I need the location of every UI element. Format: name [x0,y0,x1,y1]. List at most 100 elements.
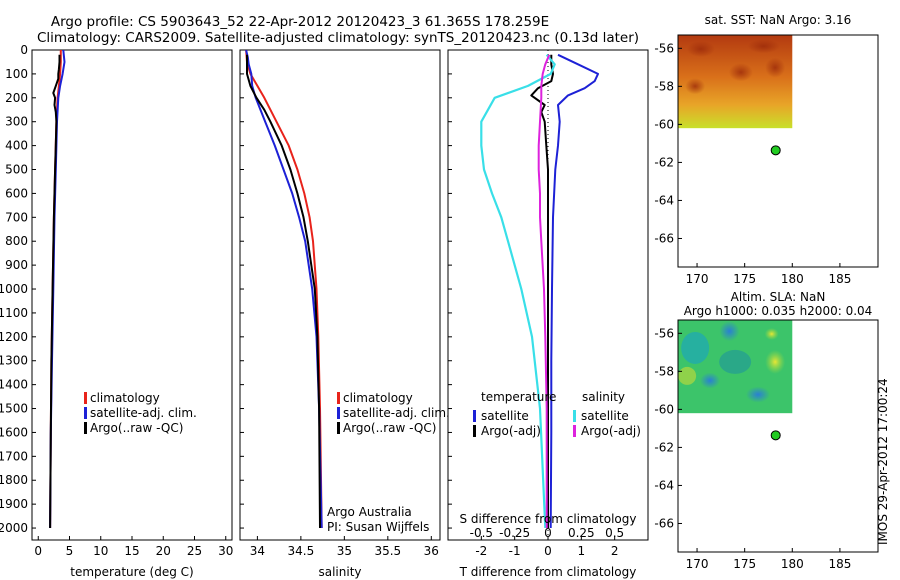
annotation-line1: Argo Australia [327,505,412,519]
legend-label: satellite-adj. clim. [90,406,197,420]
x-tick-label: 34 [250,544,265,558]
lat-tick-label: -64 [654,193,674,207]
depth-tick-label: 1700 [0,449,28,463]
temperature-axis-label: temperature (deg C) [70,565,193,579]
lon-tick-label: 175 [733,557,756,571]
x-tick-label: 36 [424,544,439,558]
sst_map-field-patch [686,40,715,57]
depth-tick-label: 2000 [0,521,28,535]
x-tick-label: 5 [66,544,74,558]
sst_map-field-patch [728,63,753,82]
legend-swatch [84,407,87,419]
legend-label: satellite [481,409,529,423]
sla_map-field-patch [700,372,720,389]
depth-tick-label: 1200 [0,330,28,344]
sla-map-title-line2: Argo h1000: 0.035 h2000: 0.04 [684,304,873,318]
x-tick-label: -1 [509,544,521,558]
t-argo-line [530,54,554,528]
depth-tick-label: 1100 [0,306,28,320]
lat-tick-label: -66 [654,516,674,530]
depth-tick-label: 1400 [0,378,28,392]
legend-label: satellite-adj. clim. [343,406,450,420]
sla_map-field-patch [719,349,752,374]
sla_map-field-patch [765,349,786,374]
salinity-panel: 34 34.5 35 35.5 36 salinity climatologysatelli… [239,49,450,579]
legend-title-temperature: temperature [481,390,556,404]
depth-tick-label: 1600 [0,425,28,439]
x-tick-label: 35 [337,544,352,558]
sla_map-field-patch [678,366,697,385]
lat-tick-label: -58 [654,364,674,378]
legend-swatch [84,422,87,434]
depth-tick-label: 500 [5,163,28,177]
temperature-frame [31,49,233,541]
lat-tick-label: -58 [654,79,674,93]
s-tick-label: -0.25 [499,526,530,540]
sla_map-field-patch [764,327,779,340]
lat-tick-label: -56 [654,41,674,55]
legend-label: climatology [90,391,160,405]
salinity-frame [239,49,441,541]
legend-swatch [84,392,87,404]
s-axis-label: S difference from climatology [460,512,637,526]
x-tick-label: 10 [93,544,108,558]
difference-panel: -2 -1 0 1 2 -0.5 -0.25 0 0.25 0.5S difference fro… [447,49,649,579]
depth-tick-label: 600 [5,186,28,200]
salinity-axis-label: salinity [318,565,361,579]
s-tick-label: 0.5 [605,526,624,540]
depth-tick-label: 400 [5,139,28,153]
x-tick-label: 35.5 [374,544,401,558]
lon-tick-label: 170 [686,272,709,286]
sla_map-field-patch [746,386,770,403]
depth-tick-label: 200 [5,91,28,105]
legend-swatch [337,422,340,434]
legend-swatch [473,410,476,422]
x-tick-label: 0 [544,544,552,558]
legend-swatch [473,425,476,437]
legend-swatch [337,407,340,419]
climatology-line [245,50,323,529]
legend-swatch [573,410,576,422]
t-satellite-line [549,53,599,529]
depth-tick-label: 700 [5,210,28,224]
x-tick-label: 25 [187,544,202,558]
argo-line [49,54,61,529]
sst_map-field-patch [747,39,780,54]
lat-tick-label: -60 [654,402,674,416]
sst_map-field-patch [685,78,706,95]
s-tick-label: -0.5 [470,526,493,540]
lon-tick-label: 180 [781,557,804,571]
s-tick-label: 0.25 [568,526,595,540]
title-line1: Argo profile: CS 5903643_52 22-Apr-2012 … [51,14,549,30]
s-argo-line [537,54,551,528]
legend-swatch [573,425,576,437]
title-line2: Climatology: CARS2009. Satellite-adjuste… [37,30,639,46]
legend-swatch [337,392,340,404]
lat-tick-label: -60 [654,117,674,131]
sst-map-title: sat. SST: NaN Argo: 3.16 [705,13,852,27]
sst_map-field-patch [765,57,786,78]
lat-tick-label: -56 [654,326,674,340]
depth-tick-label: 1900 [0,497,28,511]
depth-tick-label: 900 [5,258,28,272]
x-tick-label: 1 [578,544,586,558]
lat-tick-label: -62 [654,155,674,169]
sla_map-border [677,319,879,553]
depth-tick-label: 1500 [0,402,28,416]
t-axis-label: T difference from climatology [459,565,637,579]
s-tick-label: 0 [544,526,552,540]
lon-tick-label: 180 [781,272,804,286]
argo-position-marker [770,430,781,441]
lat-tick-label: -64 [654,478,674,492]
sst_map-border [677,34,879,268]
sla_map-field-patch [719,321,740,342]
legend-label: Argo(-adj) [581,424,641,438]
lon-tick-label: 175 [733,272,756,286]
lat-tick-label: -62 [654,440,674,454]
lon-tick-label: 170 [686,557,709,571]
temperature-panel: 0100200300400500600700800900100011001200… [0,43,233,579]
lon-tick-label: 185 [828,272,851,286]
legend-label: Argo(..raw -QC) [90,421,183,435]
x-tick-label: 20 [156,544,171,558]
